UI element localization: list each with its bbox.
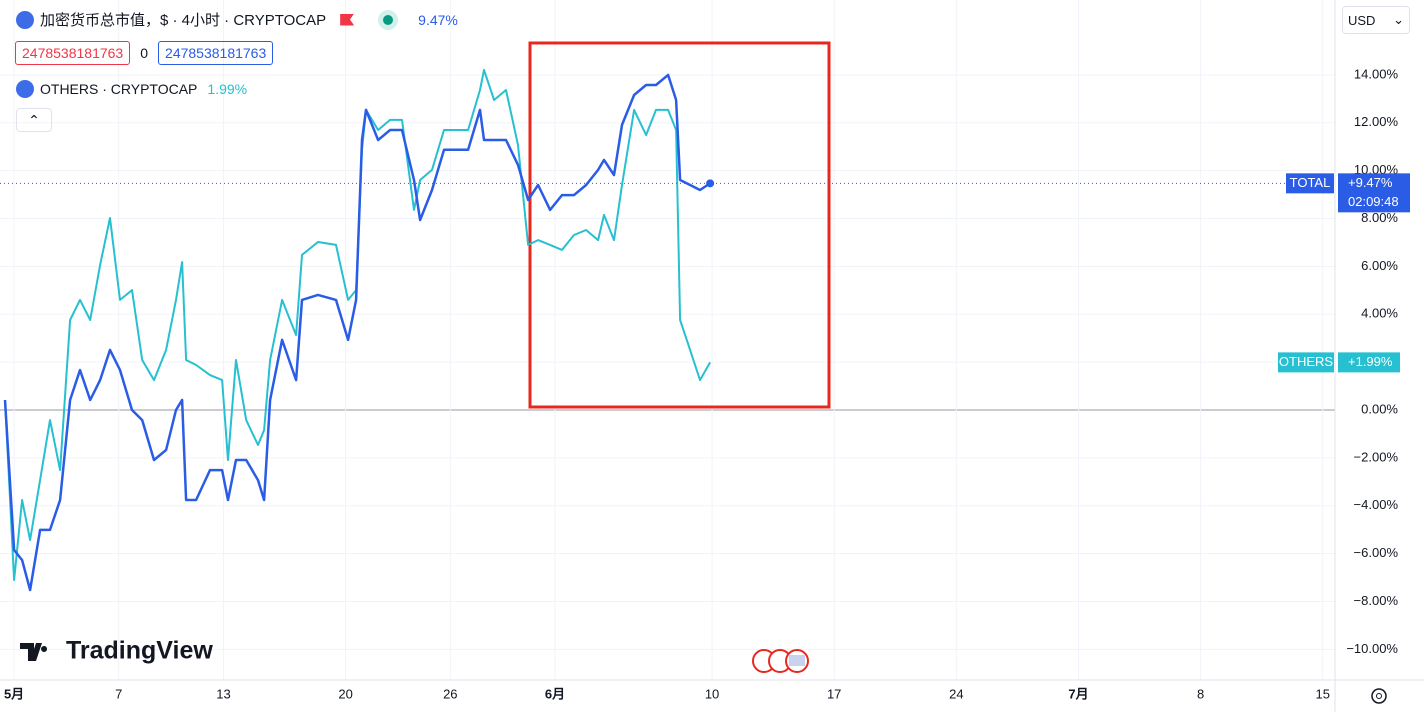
x-tick-label: 8 xyxy=(1197,686,1204,701)
event-flags xyxy=(752,649,809,673)
compare-value: 1.99% xyxy=(207,81,248,97)
field-text: 0 xyxy=(140,45,149,61)
field-box: 2478538181763 xyxy=(158,41,274,65)
y-tick-label: −4.00% xyxy=(1354,497,1399,512)
symbol-icon xyxy=(16,10,34,29)
series-tag-label: TOTAL xyxy=(1290,175,1331,190)
y-tick-label: 12.00% xyxy=(1354,114,1399,129)
currency: USD xyxy=(1348,12,1376,28)
field-box: 2478538181763 xyxy=(15,41,131,65)
y-tick-label: 14.00% xyxy=(1354,66,1399,81)
x-tick-label: 7 xyxy=(115,686,122,701)
y-tick-label: −8.00% xyxy=(1354,593,1399,608)
series-tag-label: OTHERS xyxy=(1279,354,1334,369)
settings-icon[interactable] xyxy=(1371,688,1387,704)
legend-row: 加密货币总市值，$ · 4小时 · CRYPTOCAP 9.47% xyxy=(16,9,458,30)
x-tick-label: 26 xyxy=(443,686,457,701)
series-tag xyxy=(1278,352,1334,373)
countdown: 02:09:48 xyxy=(1348,194,1399,209)
x-tick-label: 5月 xyxy=(4,686,24,701)
y-tick-label: 0.00% xyxy=(1361,401,1398,416)
collapse-button[interactable]: ⌃ xyxy=(16,108,52,132)
y-tick-label: −2.00% xyxy=(1354,449,1399,464)
highlight-box xyxy=(528,41,831,409)
x-tick-label: 7月 xyxy=(1068,686,1088,701)
price-tag xyxy=(1338,173,1410,213)
x-tick-label: 13 xyxy=(216,686,230,701)
y-tick-label: 4.00% xyxy=(1361,306,1398,321)
legend-title: 加密货币总市值，$ · 4小时 · CRYPTOCAP xyxy=(40,12,327,29)
legend-row: OTHERS · CRYPTOCAP 1.99% xyxy=(16,80,247,98)
legend-value: 9.47% xyxy=(418,11,458,28)
price-tag xyxy=(1338,352,1400,373)
x-tick-label: 20 xyxy=(338,686,352,701)
watermark: TradingView xyxy=(66,637,213,665)
x-tick-label: 10 xyxy=(705,686,719,701)
x-tick-label: 6月 xyxy=(545,686,565,701)
logo: TradingView xyxy=(20,637,213,665)
price-tag-label: +9.47% xyxy=(1348,175,1393,190)
currency-select[interactable]: USD ⌄ xyxy=(1342,6,1410,34)
y-tick-label: −6.00% xyxy=(1354,545,1399,560)
series-line xyxy=(4,68,711,581)
x-tick-label: 17 xyxy=(827,686,841,701)
y-tick-label: −10.00% xyxy=(1346,641,1398,656)
price-tag-label: +1.99% xyxy=(1348,354,1393,369)
last-point xyxy=(706,179,715,188)
y-tick-label: 6.00% xyxy=(1361,258,1398,273)
legend-fields: 2478538181763 0 2478538181763 xyxy=(15,41,274,65)
symbol-icon xyxy=(16,80,34,98)
y-tick-label: 8.00% xyxy=(1361,210,1398,225)
status-icon xyxy=(378,9,399,30)
flag-icon[interactable] xyxy=(340,13,355,26)
x-tick-label: 24 xyxy=(949,686,963,701)
series-tag xyxy=(1286,173,1334,194)
x-tick-label: 15 xyxy=(1316,686,1330,701)
compare-title: OTHERS · CRYPTOCAP xyxy=(40,81,198,97)
series-line xyxy=(3,73,711,592)
